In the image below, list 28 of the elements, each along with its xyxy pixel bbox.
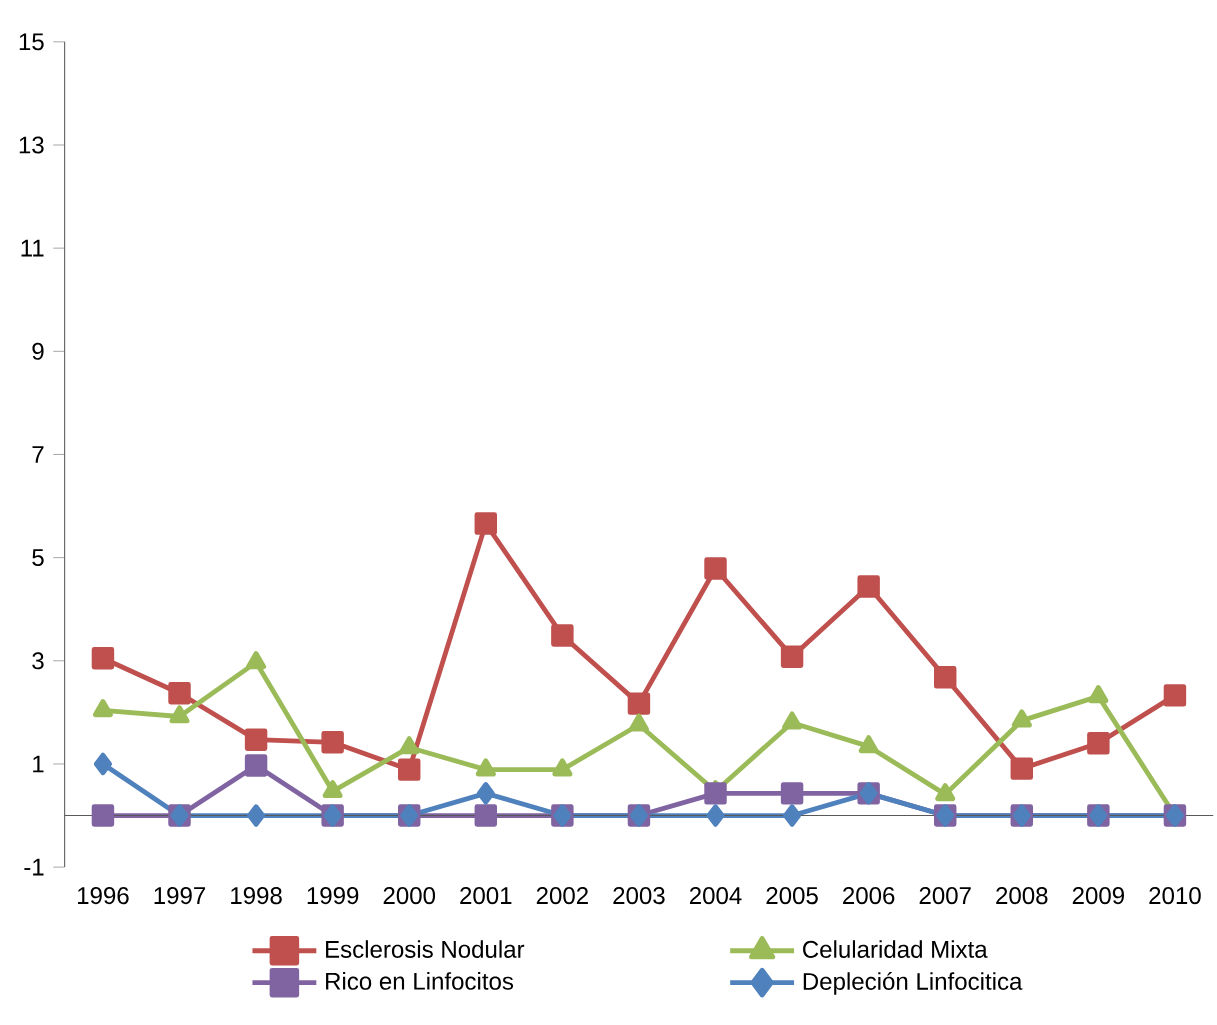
y-tick-label: 11	[21, 239, 44, 257]
y-tick-label: 5	[32, 549, 44, 566]
x-tick-label: 2001	[460, 886, 512, 904]
legend-label: Esclerosis Nodular	[326, 940, 525, 958]
x-tick-label: 1997	[154, 886, 206, 904]
x-tick-label: 2005	[766, 886, 818, 904]
x-tick-label: 1998	[231, 886, 282, 904]
legend-label: Celularidad Mixta	[803, 940, 988, 958]
x-tick-label: 2007	[919, 886, 971, 904]
x-tick-label: 2000	[383, 886, 436, 904]
x-tick-label: 1999	[307, 886, 359, 904]
legend-label: Rico en Linfocitos	[326, 971, 514, 990]
x-tick-label: 2004	[689, 886, 742, 904]
y-tick-label: -1	[24, 858, 44, 876]
y-tick-label: 1	[33, 755, 44, 773]
y-tick-label: 13	[19, 136, 44, 154]
x-tick-label: 1996	[78, 886, 129, 904]
x-tick-label: 2003	[613, 886, 665, 904]
x-tick-label: 2008	[996, 886, 1048, 904]
x-tick-label: 2002	[536, 886, 588, 904]
x-tick-label: 2009	[1072, 886, 1124, 904]
x-tick-label: 2010	[1149, 886, 1201, 904]
legend-label: Depleción Linfocitica	[803, 971, 1023, 995]
y-tick-label: 9	[32, 342, 44, 360]
x-tick-label: 2006	[843, 886, 895, 904]
y-tick-label: 15	[19, 33, 44, 51]
y-tick-label: 3	[32, 652, 44, 670]
y-tick-label: 7	[32, 446, 44, 463]
